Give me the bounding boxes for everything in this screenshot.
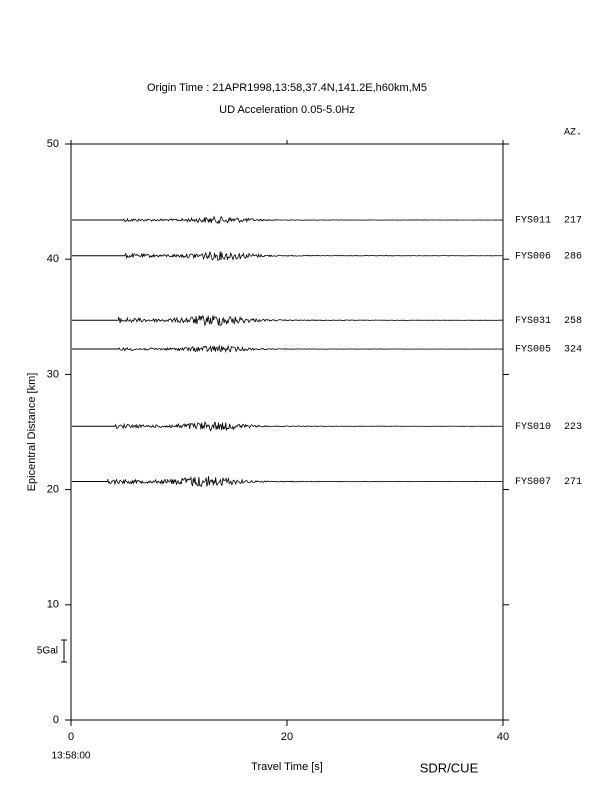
azimuth-label: 223 [564,422,582,433]
scale-label: 5Gal [37,646,58,657]
y-tick-label: 0 [53,714,59,726]
azimuth-label: 258 [564,316,582,327]
station-label: FYS005 [515,345,551,356]
waveform [118,315,503,327]
y-tick-label: 10 [47,599,59,611]
plot-frame [70,143,504,721]
azimuth-label: 324 [564,345,582,356]
waveform [118,344,503,354]
credit: SDR/CUE [420,760,479,775]
x-tick-label: 40 [497,731,509,743]
y-tick-label: 50 [47,138,59,150]
azimuth-label: 286 [564,251,582,262]
station-label: FYS031 [515,316,551,327]
waveform [107,475,503,488]
x-tick-label: 20 [281,731,293,743]
waveform [122,215,503,225]
azimuth-label: 217 [564,216,582,227]
x-tick-label: 0 [68,731,74,743]
y-tick-label: 20 [47,484,59,496]
azimuth-header: AZ. [564,128,582,139]
azimuth-label: 271 [564,477,582,488]
y-tick-label: 40 [47,253,59,265]
y-axis-label: Epicentral Distance [km] [26,373,38,492]
y-tick-label: 30 [47,368,59,380]
waveform [124,251,503,261]
chart-title: Origin Time : 21APR1998,13:58,37.4N,141.… [147,82,427,94]
station-label: FYS007 [515,477,551,488]
x-axis-label: Travel Time [s] [251,761,323,773]
waveform [114,421,503,432]
station-label: FYS011 [515,216,551,227]
x-origin-label: 13:58:00 [52,751,91,762]
station-label: FYS006 [515,251,551,262]
chart-subtitle: UD Acceleration 0.05-5.0Hz [219,104,355,116]
station-label: FYS010 [515,422,551,433]
